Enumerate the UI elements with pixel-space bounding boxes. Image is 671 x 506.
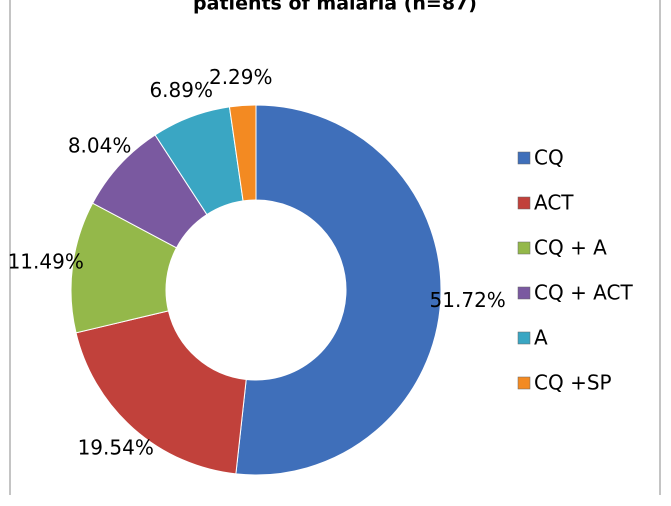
legend-swatch: [517, 196, 531, 210]
data-label: 19.54%: [78, 435, 154, 459]
donut-slice: [75, 310, 247, 475]
legend-label: CQ + A: [534, 236, 607, 260]
data-label: 8.04%: [68, 133, 132, 157]
legend-swatch: [517, 151, 531, 165]
legend-swatch: [517, 286, 531, 300]
donut-slice: [235, 104, 442, 476]
chart-title: patients of malaria (n=87): [193, 0, 477, 15]
legend-swatch: [517, 241, 531, 255]
legend-label: CQ + ACT: [534, 281, 633, 305]
legend-label: CQ: [534, 146, 564, 170]
data-label: 51.72%: [430, 288, 506, 312]
data-label: 6.89%: [149, 78, 213, 102]
legend-swatch: [517, 331, 531, 345]
data-label: 2.29%: [209, 65, 273, 89]
legend-label: ACT: [534, 191, 574, 215]
legend-label: CQ +SP: [534, 371, 612, 395]
donut-slice: [228, 104, 257, 202]
data-label: 11.49%: [8, 250, 84, 274]
legend-swatch: [517, 376, 531, 390]
legend-label: A: [534, 326, 548, 350]
